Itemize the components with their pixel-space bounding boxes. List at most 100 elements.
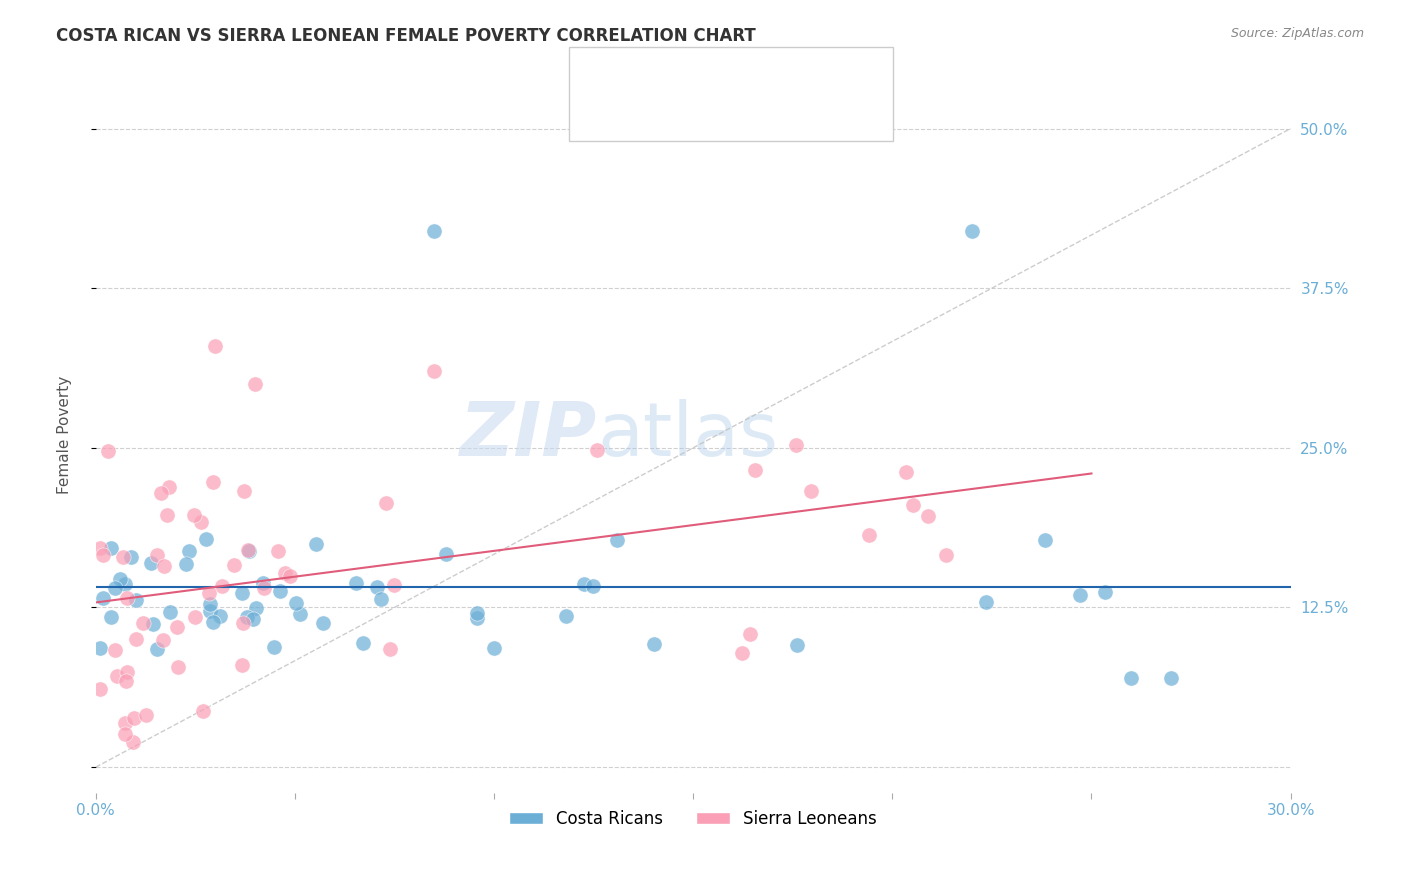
Point	[201, 475, 224, 490]
Text: R = 0.330: R = 0.330	[612, 103, 703, 121]
Point	[157, 480, 180, 494]
Point	[176, 558, 198, 572]
Point	[110, 572, 132, 586]
Point	[555, 608, 578, 623]
Point	[183, 508, 205, 522]
Point	[135, 707, 157, 722]
Point	[159, 605, 181, 619]
Point	[896, 465, 918, 479]
Point	[122, 711, 145, 725]
Point	[606, 533, 628, 547]
Y-axis label: Female Poverty: Female Poverty	[58, 376, 72, 494]
Legend: Costa Ricans, Sierra Leoneans: Costa Ricans, Sierra Leoneans	[503, 803, 883, 834]
Point	[166, 620, 188, 634]
Point	[93, 591, 115, 605]
Point	[574, 577, 596, 591]
Point	[242, 611, 264, 625]
Point	[312, 616, 335, 631]
Point	[278, 569, 301, 583]
Point	[253, 581, 276, 595]
Point	[231, 586, 253, 600]
Text: R = 0.003: R = 0.003	[612, 67, 702, 85]
Point	[146, 548, 169, 562]
Text: atlas: atlas	[598, 399, 779, 472]
Point	[115, 674, 138, 689]
Point	[236, 610, 259, 624]
Point	[150, 486, 173, 500]
Point	[434, 547, 457, 561]
Point	[191, 704, 214, 718]
Point	[142, 617, 165, 632]
Point	[586, 443, 609, 458]
Point	[194, 532, 217, 546]
Point	[233, 484, 256, 499]
Point	[284, 596, 307, 610]
Text: ZIP: ZIP	[460, 399, 598, 472]
Point	[423, 224, 446, 238]
Point	[901, 499, 924, 513]
Text: N = 58: N = 58	[731, 103, 793, 121]
Point	[211, 579, 233, 593]
Point	[263, 640, 285, 655]
Point	[89, 541, 111, 555]
Text: ■: ■	[588, 69, 606, 87]
Point	[352, 636, 374, 650]
Point	[224, 558, 246, 572]
Point	[423, 364, 446, 378]
Point	[117, 665, 139, 680]
Point	[380, 642, 402, 657]
Point	[115, 591, 138, 605]
Point	[89, 640, 111, 655]
Point	[114, 716, 136, 731]
Point	[344, 576, 367, 591]
Point	[232, 615, 254, 630]
Point	[114, 576, 136, 591]
Point	[202, 615, 225, 629]
Point	[366, 580, 388, 594]
Point	[89, 682, 111, 697]
Point	[243, 376, 266, 391]
Point	[114, 727, 136, 741]
Point	[1121, 671, 1143, 685]
Point	[482, 640, 505, 655]
Point	[465, 606, 488, 620]
Point	[177, 544, 200, 558]
Point	[209, 609, 232, 624]
Point	[305, 536, 328, 550]
Point	[935, 549, 957, 563]
Point	[204, 338, 226, 352]
Point	[190, 515, 212, 529]
Point	[382, 578, 405, 592]
Point	[1035, 533, 1057, 547]
Point	[132, 616, 155, 631]
Point	[238, 544, 260, 558]
Point	[200, 597, 222, 611]
Point	[236, 543, 259, 558]
Point	[267, 543, 290, 558]
Point	[786, 638, 808, 652]
Point	[643, 637, 665, 651]
Point	[167, 659, 190, 673]
Point	[1160, 671, 1182, 685]
Point	[800, 483, 823, 498]
Point	[156, 508, 179, 522]
Point	[124, 632, 146, 646]
Point	[960, 224, 983, 238]
Point	[100, 610, 122, 624]
Point	[198, 586, 221, 600]
Point	[91, 549, 114, 563]
Point	[274, 566, 297, 580]
Point	[731, 646, 754, 660]
Point	[858, 528, 880, 542]
Point	[120, 550, 142, 565]
Text: Source: ZipAtlas.com: Source: ZipAtlas.com	[1230, 27, 1364, 40]
Point	[917, 508, 939, 523]
Point	[97, 444, 120, 458]
Point	[974, 594, 997, 608]
Text: N = 54: N = 54	[731, 67, 793, 85]
Point	[146, 642, 169, 657]
Point	[740, 626, 762, 640]
Text: COSTA RICAN VS SIERRA LEONEAN FEMALE POVERTY CORRELATION CHART: COSTA RICAN VS SIERRA LEONEAN FEMALE POV…	[56, 27, 756, 45]
Point	[744, 462, 766, 476]
Point	[100, 541, 122, 556]
